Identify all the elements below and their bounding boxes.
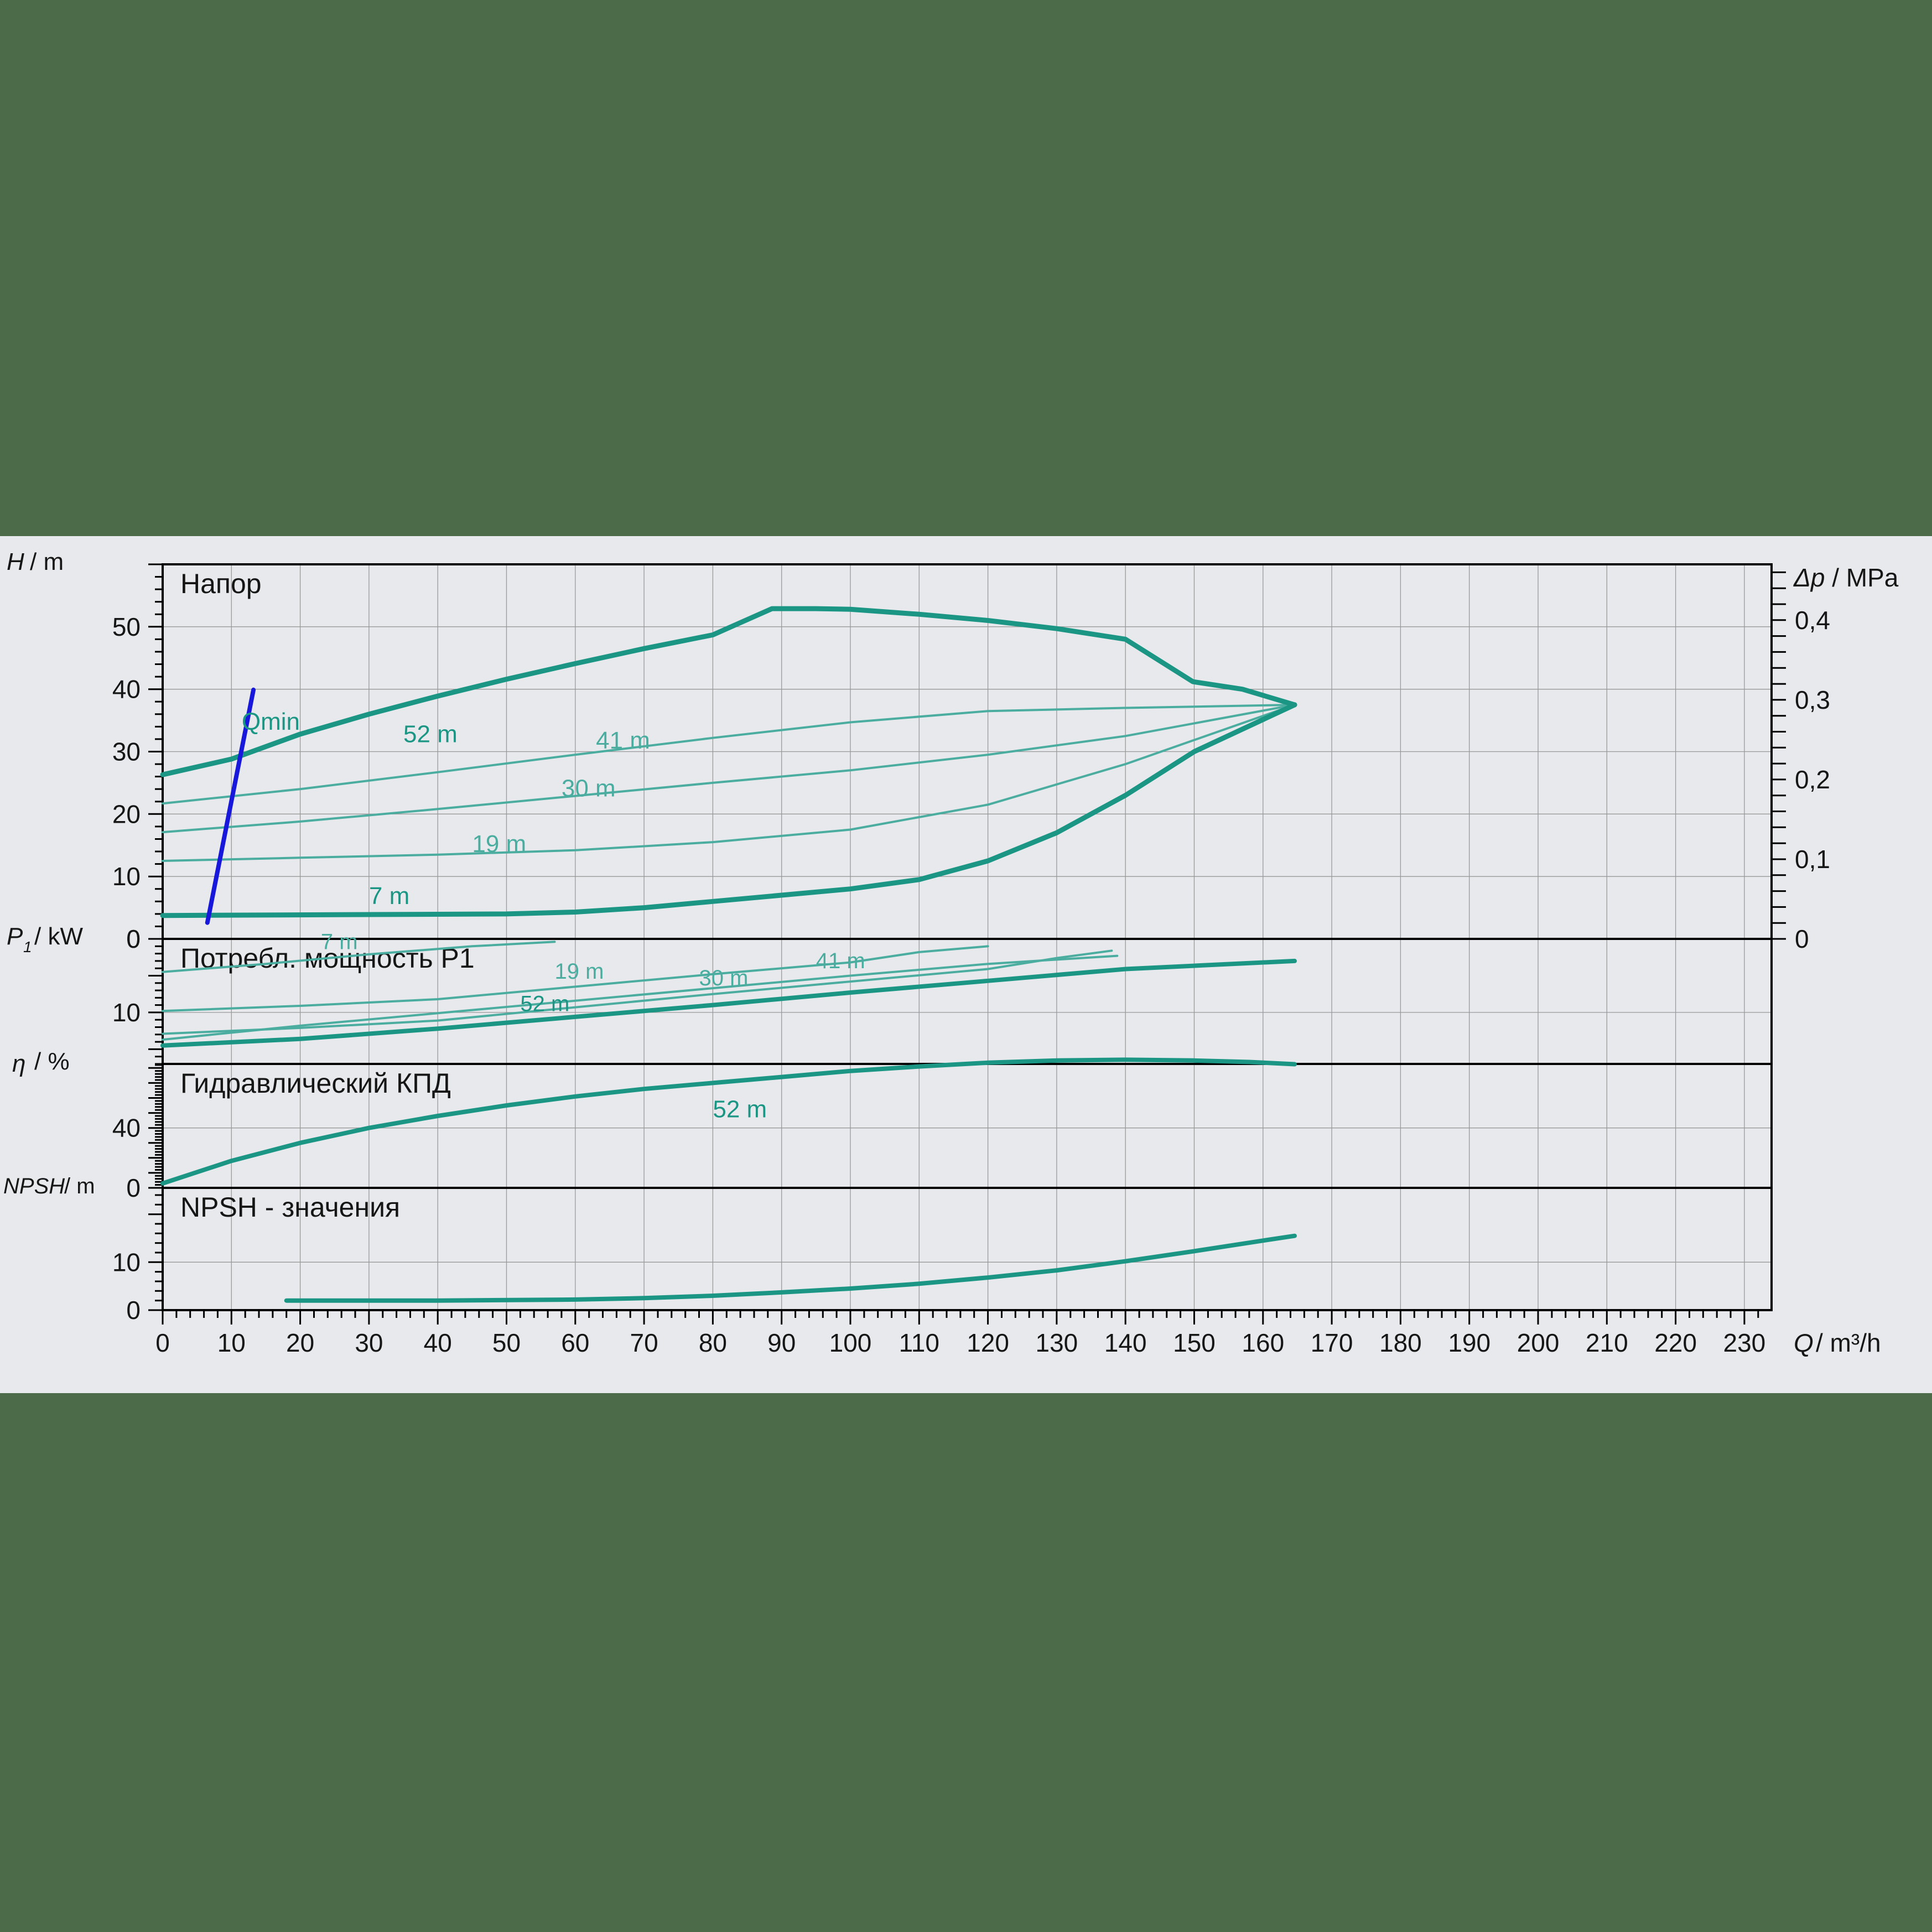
svg-text:90: 90 [767, 1328, 796, 1357]
svg-text:Δp / MPa: Δp / MPa [1793, 563, 1899, 592]
svg-text:40: 40 [112, 675, 141, 704]
svg-text:0,3: 0,3 [1795, 685, 1830, 714]
svg-text:150: 150 [1173, 1328, 1216, 1357]
svg-text:110: 110 [899, 1328, 939, 1357]
svg-text:30 m: 30 m [699, 966, 749, 990]
svg-text:41 m: 41 m [816, 949, 865, 973]
svg-text:20: 20 [286, 1328, 314, 1357]
svg-text:80: 80 [699, 1328, 727, 1357]
svg-text:/ m: / m [64, 1174, 95, 1198]
svg-text:1: 1 [23, 938, 32, 955]
svg-text:30: 30 [112, 738, 141, 766]
svg-text:H: H [7, 548, 24, 575]
svg-text:41 m: 41 m [596, 727, 650, 754]
svg-text:η: η [12, 1050, 25, 1077]
svg-text:70: 70 [630, 1328, 658, 1357]
svg-text:Qmin: Qmin [242, 708, 300, 735]
svg-text:Q: Q [1794, 1328, 1814, 1357]
svg-text:0: 0 [1795, 925, 1809, 953]
svg-text:/ m³/h: / m³/h [1816, 1328, 1881, 1357]
svg-text:40: 40 [424, 1328, 452, 1357]
svg-text:52 m: 52 m [520, 991, 569, 1016]
svg-text:10: 10 [112, 862, 141, 891]
svg-text:130: 130 [1036, 1328, 1078, 1357]
svg-text:40: 40 [112, 1114, 141, 1142]
svg-text:220: 220 [1654, 1328, 1697, 1357]
svg-text:0,4: 0,4 [1795, 606, 1830, 635]
svg-text:7 m: 7 m [369, 882, 409, 910]
svg-text:NPSH - значения: NPSH - значения [180, 1192, 400, 1223]
svg-text:230: 230 [1723, 1328, 1766, 1357]
svg-text:/ m: / m [30, 548, 64, 575]
svg-text:/ %: / % [34, 1048, 70, 1075]
svg-text:20: 20 [112, 799, 141, 828]
svg-text:19 m: 19 m [472, 830, 526, 858]
svg-text:0: 0 [126, 925, 141, 953]
svg-text:160: 160 [1242, 1328, 1284, 1357]
svg-text:50: 50 [112, 612, 141, 641]
svg-text:120: 120 [967, 1328, 1009, 1357]
svg-text:140: 140 [1104, 1328, 1147, 1357]
svg-text:60: 60 [561, 1328, 589, 1357]
svg-text:0,1: 0,1 [1795, 845, 1830, 874]
svg-text:52 m: 52 m [403, 721, 458, 748]
svg-text:30 m: 30 m [562, 775, 616, 802]
svg-text:10: 10 [112, 1248, 141, 1276]
svg-text:/ kW: / kW [34, 923, 83, 950]
svg-text:Напор: Напор [180, 568, 262, 599]
svg-text:10: 10 [112, 998, 141, 1027]
svg-text:0: 0 [126, 1173, 141, 1202]
svg-text:52 m: 52 m [713, 1096, 767, 1123]
svg-text:100: 100 [829, 1328, 872, 1357]
svg-text:10: 10 [217, 1328, 246, 1357]
svg-text:Гидравлический КПД: Гидравлический КПД [180, 1068, 451, 1099]
svg-text:19 m: 19 m [555, 959, 604, 984]
svg-text:200: 200 [1517, 1328, 1560, 1357]
svg-text:7 m: 7 m [321, 930, 358, 954]
svg-text:210: 210 [1586, 1328, 1628, 1357]
svg-text:190: 190 [1448, 1328, 1490, 1357]
svg-text:50: 50 [492, 1328, 521, 1357]
svg-text:P: P [7, 923, 23, 950]
svg-text:0: 0 [126, 1296, 141, 1325]
svg-text:0,2: 0,2 [1795, 765, 1830, 794]
svg-text:30: 30 [355, 1328, 383, 1357]
svg-text:180: 180 [1379, 1328, 1422, 1357]
svg-text:0: 0 [155, 1328, 170, 1357]
svg-text:170: 170 [1311, 1328, 1353, 1357]
svg-text:NPSH: NPSH [3, 1174, 65, 1198]
